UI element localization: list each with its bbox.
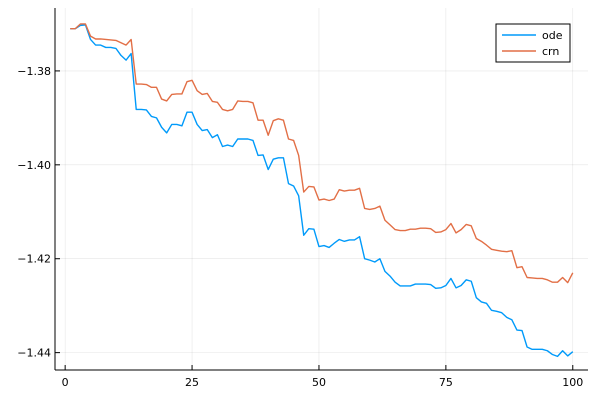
series-line-crn: [70, 23, 574, 284]
y-tick-label: −1.44: [17, 347, 51, 360]
y-tick-label: −1.42: [17, 253, 51, 266]
y-tick-label: −1.40: [17, 159, 51, 172]
x-tick-label: 0: [62, 376, 69, 389]
series-line-ode: [70, 24, 574, 358]
axes: [54, 8, 588, 371]
legend-box: [495, 23, 571, 63]
plot-area: [70, 23, 574, 358]
legend-label-ode: ode: [542, 29, 563, 42]
x-tick-label: 25: [185, 376, 199, 389]
y-tick-label: −1.38: [17, 65, 51, 78]
x-tick-label: 100: [562, 376, 583, 389]
legend-label-crn: crn: [542, 45, 559, 58]
x-tick-label: 50: [312, 376, 326, 389]
legend: ode crn: [495, 23, 571, 63]
tick-labels: 0 25 50 75 100 −1.38 −1.40 −1.42 −1.44: [17, 65, 583, 389]
x-tick-label: 75: [439, 376, 453, 389]
grid: [55, 8, 588, 370]
